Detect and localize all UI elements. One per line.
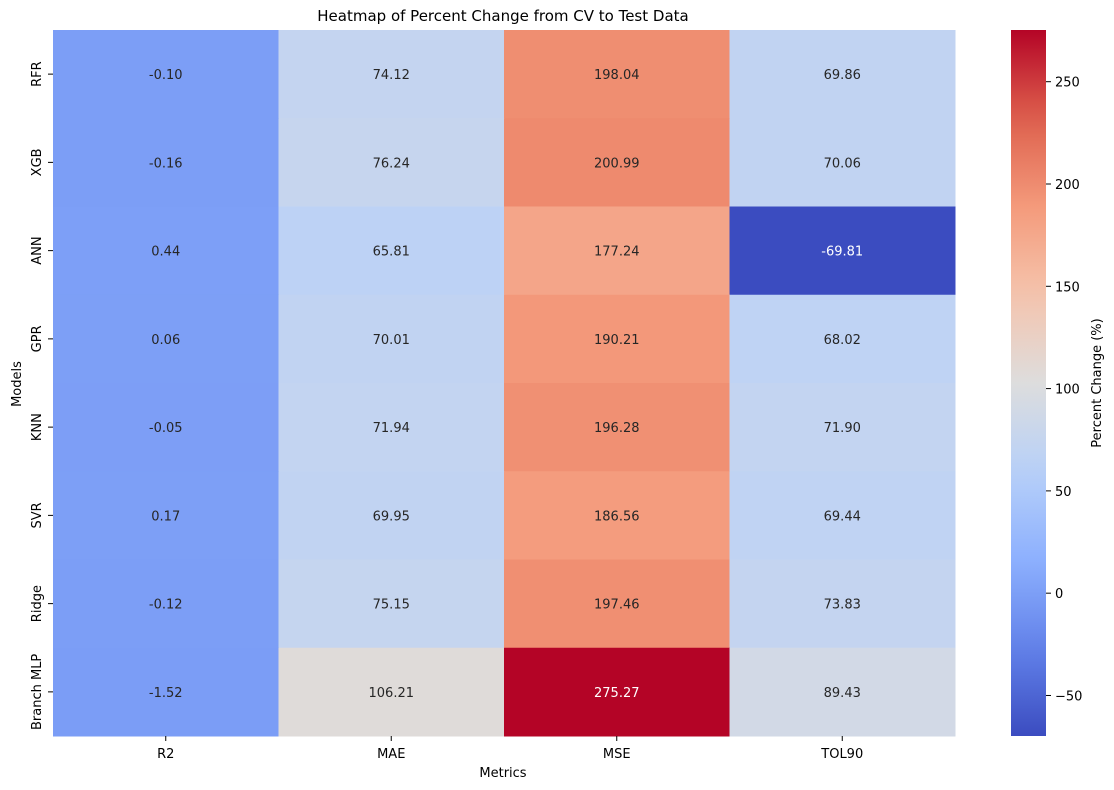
- cell-value-label: 65.81: [373, 245, 410, 260]
- heatmap-cell: [504, 471, 730, 560]
- heatmap-cell: [278, 647, 505, 737]
- heatmap-cell: [278, 30, 505, 119]
- colorbar-tick-label: 150: [1055, 280, 1080, 295]
- colorbar: [1011, 30, 1046, 736]
- cell-value-label: -69.81: [821, 245, 863, 260]
- colorbar-label: Percent Change (%): [1090, 318, 1105, 447]
- y-tick-label: ANN: [30, 236, 45, 264]
- heatmap-cell: [729, 294, 956, 384]
- heatmap-cell: [278, 383, 505, 472]
- cell-value-label: 200.99: [594, 156, 640, 171]
- heatmap-cell: [53, 559, 279, 649]
- cell-value-label: 69.44: [824, 509, 861, 524]
- colorbar-axis: −50 0 50 100 150 200 250: [1046, 76, 1082, 704]
- cell-value-label: 71.90: [824, 421, 861, 436]
- cell-value-label: 275.27: [594, 686, 640, 701]
- heatmap-cell: [729, 206, 956, 296]
- cell-value-label: 69.95: [373, 509, 410, 524]
- cell-value-label: 89.43: [824, 686, 861, 701]
- heatmap-cell: [729, 118, 956, 207]
- heatmap-cell: [504, 559, 730, 649]
- x-tick-label: TOL90: [820, 747, 863, 762]
- cell-value-label: -1.52: [149, 686, 183, 701]
- cell-value-label: 0.06: [151, 333, 180, 348]
- cell-value-label: 0.17: [151, 509, 180, 524]
- heatmap-cell: [53, 383, 279, 472]
- y-tick-label: Ridge: [30, 585, 45, 622]
- cell-value-label: 70.06: [824, 156, 861, 171]
- heatmap-cell: [53, 294, 279, 384]
- cell-value-label: 71.94: [373, 421, 410, 436]
- colorbar-tick-label: 250: [1055, 76, 1080, 91]
- heatmap-cell: [278, 206, 505, 296]
- colorbar-tick-label: 50: [1055, 485, 1072, 500]
- colorbar-tick-label: −50: [1055, 689, 1082, 704]
- x-axis-title: Metrics: [479, 766, 526, 781]
- x-axis: R2 MAE MSE TOL90: [157, 736, 863, 762]
- heatmap-cell: [504, 294, 730, 384]
- x-tick-label: R2: [157, 747, 174, 762]
- y-tick-label: GPR: [30, 325, 45, 352]
- cell-value-label: 197.46: [594, 598, 640, 613]
- heatmap-cell: [53, 30, 279, 119]
- colorbar-tick-label: 0: [1055, 587, 1063, 602]
- heatmap-cell: [504, 118, 730, 207]
- x-tick-label: MAE: [377, 747, 405, 762]
- cell-value-label: 198.04: [594, 68, 640, 83]
- cell-value-label: 70.01: [373, 333, 410, 348]
- heatmap-cell: [729, 30, 956, 119]
- cell-value-label: 190.21: [594, 333, 640, 348]
- chart-title: Heatmap of Percent Change from CV to Tes…: [317, 7, 688, 25]
- cell-value-label: 106.21: [369, 686, 415, 701]
- heatmap-cell: [53, 206, 279, 296]
- y-tick-label: RFR: [30, 61, 45, 87]
- cell-value-label: 76.24: [373, 156, 410, 171]
- cell-value-label: 177.24: [594, 245, 640, 260]
- heatmap-cell: [504, 647, 730, 737]
- heatmap-cell: [729, 559, 956, 649]
- heatmap-cell: [53, 118, 279, 207]
- cell-value-label: -0.12: [149, 598, 183, 613]
- heatmap-cell: [729, 471, 956, 560]
- y-tick-label: Branch MLP: [30, 654, 45, 730]
- heatmap-cell: [504, 206, 730, 296]
- cell-value-label: 0.44: [151, 245, 180, 260]
- heatmap-cell-labels: -0.10 74.12 198.04 69.86 -0.16 76.24 200.99 70.…: [149, 68, 863, 701]
- heatmap-cell: [53, 471, 279, 560]
- cell-value-label: 196.28: [594, 421, 640, 436]
- cell-value-label: 68.02: [824, 333, 861, 348]
- y-tick-label: KNN: [30, 413, 45, 441]
- cell-value-label: 74.12: [373, 68, 410, 83]
- cell-value-label: 75.15: [373, 598, 410, 613]
- y-axis: RFR XGB ANN GPR KNN SVR Ridge Branch MLP: [30, 61, 53, 730]
- cell-value-label: 69.86: [824, 68, 861, 83]
- cell-value-label: 186.56: [594, 509, 640, 524]
- heatmap-cell: [278, 559, 505, 649]
- heatmap-cell: [278, 471, 505, 560]
- heatmap-cell: [729, 383, 956, 472]
- heatmap-cell: [278, 294, 505, 384]
- colorbar-tick-label: 200: [1055, 178, 1080, 193]
- heatmap-cell: [53, 647, 279, 737]
- y-tick-label: SVR: [30, 502, 45, 528]
- heatmap-cell: [504, 30, 730, 119]
- y-tick-label: XGB: [30, 148, 45, 176]
- cell-value-label: -0.16: [149, 156, 183, 171]
- cell-value-label: -0.10: [149, 68, 183, 83]
- heatmap-cell: [729, 647, 956, 737]
- colorbar-tick-label: 100: [1055, 383, 1080, 398]
- heatmap-cell: [278, 118, 505, 207]
- cell-value-label: 73.83: [824, 598, 861, 613]
- heatmap-cell: [504, 383, 730, 472]
- cell-value-label: -0.05: [149, 421, 183, 436]
- y-axis-title: Models: [10, 361, 25, 407]
- x-tick-label: MSE: [603, 747, 631, 762]
- heatmap-cells: [53, 30, 956, 737]
